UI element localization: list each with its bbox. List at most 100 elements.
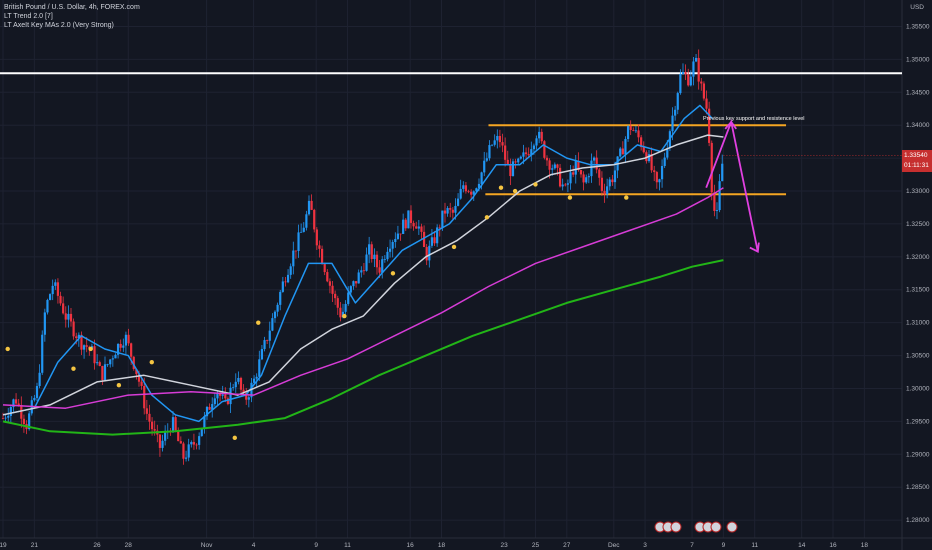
candle-body bbox=[527, 154, 530, 156]
y-tick-label: 1.29000 bbox=[906, 451, 930, 458]
candle-body bbox=[375, 254, 379, 268]
candle-body bbox=[566, 183, 570, 185]
candle bbox=[368, 236, 371, 264]
candle-body bbox=[456, 198, 460, 206]
candle-body bbox=[268, 330, 271, 341]
candle bbox=[54, 279, 57, 290]
candle-body bbox=[153, 429, 156, 431]
candle-body bbox=[679, 73, 682, 94]
candle-body bbox=[239, 377, 243, 390]
candle-body bbox=[454, 205, 457, 213]
candle bbox=[689, 70, 692, 87]
event-badges bbox=[654, 521, 738, 533]
candle bbox=[598, 167, 601, 186]
candle-body bbox=[33, 397, 36, 401]
candle-body bbox=[446, 208, 449, 214]
candle bbox=[446, 206, 449, 217]
candle bbox=[674, 105, 677, 121]
indicator-trend[interactable]: LT Trend 2.0 [7] bbox=[4, 13, 53, 20]
candle bbox=[109, 358, 112, 368]
candle-body bbox=[286, 274, 290, 283]
candle-body bbox=[687, 74, 690, 86]
candle-body bbox=[433, 237, 436, 244]
candle bbox=[208, 403, 211, 411]
candle bbox=[498, 129, 502, 148]
candle bbox=[179, 436, 182, 444]
candle-body bbox=[48, 294, 52, 300]
candle bbox=[48, 293, 52, 301]
candle bbox=[697, 49, 700, 90]
candle-body bbox=[234, 381, 237, 388]
symbol-title[interactable]: British Pound / U.S. Dollar, 4h, FOREX.c… bbox=[4, 4, 140, 11]
candle bbox=[600, 171, 604, 196]
candle bbox=[694, 53, 698, 63]
candle bbox=[72, 318, 75, 340]
candle bbox=[51, 279, 54, 301]
candle bbox=[496, 129, 499, 149]
candle bbox=[124, 331, 128, 355]
candle bbox=[284, 276, 287, 287]
candle bbox=[271, 313, 274, 332]
candle bbox=[106, 363, 109, 367]
candle-body bbox=[158, 434, 162, 448]
candle-body bbox=[9, 407, 12, 416]
candle bbox=[632, 127, 635, 132]
candle bbox=[203, 411, 206, 434]
candle-body bbox=[388, 248, 392, 252]
x-tick-label: 11 bbox=[751, 542, 758, 549]
candle bbox=[315, 227, 318, 250]
x-tick-label: 27 bbox=[563, 542, 571, 549]
candle bbox=[43, 308, 46, 342]
candle-body bbox=[247, 397, 250, 400]
candle-body bbox=[402, 219, 405, 234]
signal-dot bbox=[5, 346, 10, 352]
candle-body bbox=[111, 358, 114, 360]
candle-body bbox=[200, 428, 203, 437]
currency-label: USD bbox=[910, 4, 924, 11]
candle-body bbox=[608, 179, 611, 187]
candle-body bbox=[328, 281, 332, 286]
signal-dot bbox=[567, 195, 573, 200]
candle-body bbox=[514, 161, 517, 163]
indicator-mas[interactable]: LT AxeIt Key MAs 2.0 (Very Strong) bbox=[4, 22, 114, 29]
candle bbox=[540, 128, 543, 144]
x-tick-label: 28 bbox=[125, 542, 133, 549]
candle bbox=[407, 210, 410, 229]
candle-body bbox=[660, 165, 664, 180]
candle bbox=[258, 350, 261, 381]
candle-body bbox=[103, 364, 107, 381]
candle-body bbox=[281, 281, 284, 292]
candle-body bbox=[124, 334, 128, 346]
candle-body bbox=[310, 200, 313, 210]
candle-body bbox=[54, 282, 57, 286]
candle bbox=[456, 193, 460, 207]
candle bbox=[449, 202, 452, 218]
candle-body bbox=[148, 413, 151, 422]
x-tick-label: 7 bbox=[690, 542, 694, 549]
candle-body bbox=[663, 157, 666, 166]
candle bbox=[383, 255, 386, 263]
candle-body bbox=[569, 172, 572, 184]
signal-dot bbox=[533, 182, 538, 187]
candle bbox=[538, 126, 541, 144]
candle bbox=[279, 289, 282, 311]
candle bbox=[566, 179, 570, 193]
candle bbox=[111, 355, 114, 367]
candle-body bbox=[263, 340, 266, 350]
signal-dot bbox=[149, 359, 154, 365]
candle-body bbox=[629, 126, 632, 130]
candle bbox=[59, 291, 62, 306]
candle-body bbox=[430, 237, 434, 246]
candle-body bbox=[336, 298, 339, 308]
candle bbox=[409, 205, 413, 229]
candle bbox=[200, 428, 203, 437]
candle bbox=[462, 181, 465, 193]
candle-body bbox=[315, 229, 318, 246]
signal-dot bbox=[390, 271, 396, 276]
candle-body bbox=[545, 157, 549, 161]
candle-body bbox=[488, 145, 491, 159]
candle bbox=[579, 169, 583, 178]
candle-body bbox=[190, 442, 193, 445]
candle-body bbox=[198, 436, 201, 445]
